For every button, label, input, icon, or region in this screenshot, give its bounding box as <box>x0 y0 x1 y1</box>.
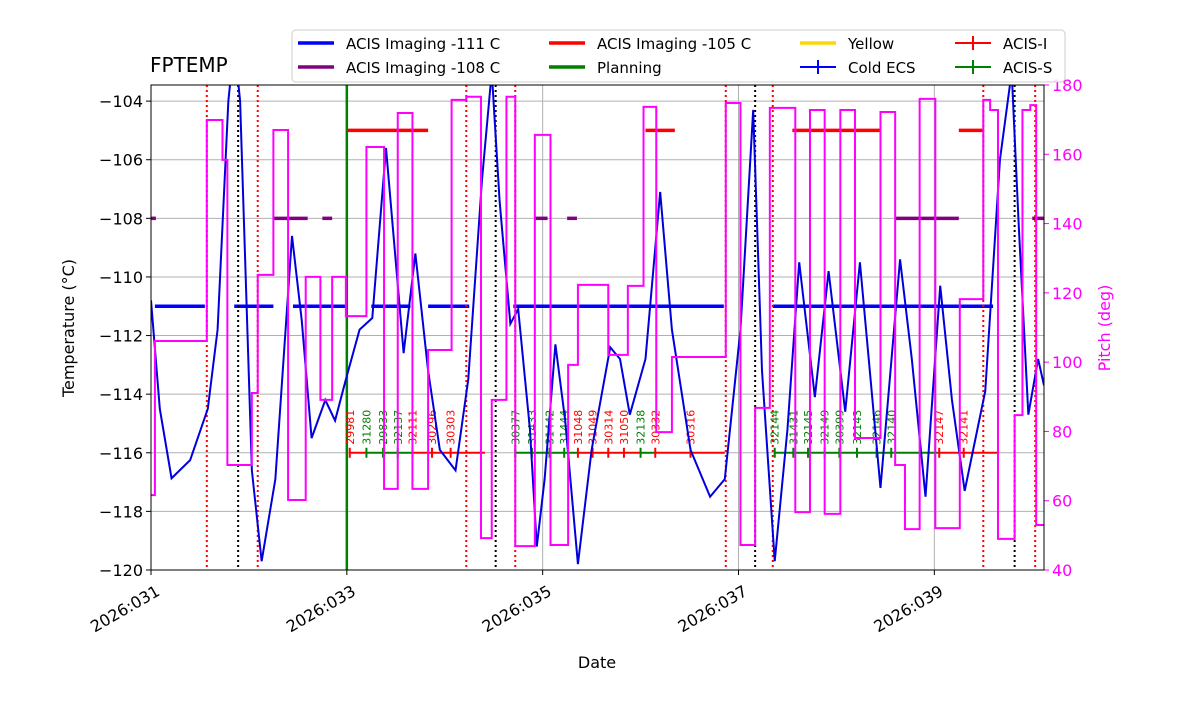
y-tick-label: −120 <box>99 561 143 580</box>
y-tick-label: −108 <box>99 209 143 228</box>
obsid-label: 31048 <box>572 410 585 445</box>
series-line <box>151 85 1044 565</box>
y2-tick-label: 160 <box>1052 145 1083 164</box>
obsid-label: 32143 <box>851 410 864 445</box>
obsid-label: 32145 <box>802 410 815 445</box>
y-tick-label: −106 <box>99 151 143 170</box>
y2-axis-label: Pitch (deg) <box>1095 285 1114 372</box>
legend-label: Planning <box>597 59 662 77</box>
chart-title: FPTEMP <box>150 53 228 77</box>
obsid-label: 30314 <box>602 410 615 445</box>
y-tick-label: −110 <box>99 268 143 287</box>
x-tick-label: 2026:033 <box>283 581 359 636</box>
y-tick-label: −112 <box>99 327 143 346</box>
series-line <box>151 95 1044 548</box>
x-tick-label: 2026:031 <box>87 581 163 636</box>
legend-label: Cold ECS <box>848 59 916 77</box>
y-tick-label: −104 <box>99 92 143 111</box>
obsid-label: 32138 <box>635 410 648 445</box>
legend-box <box>291 29 1066 83</box>
obsid-label: 32147 <box>933 410 946 445</box>
y2-tick-label: 40 <box>1052 561 1072 580</box>
y2-tick-label: 60 <box>1052 492 1072 511</box>
y-tick-label: −118 <box>99 502 143 521</box>
plot-frame <box>150 84 1045 571</box>
y2-tick-label: 140 <box>1052 215 1083 234</box>
y-axis-label: Temperature (°C) <box>59 259 78 398</box>
obsid-label: 31050 <box>618 410 631 445</box>
obsid-label: 29981 <box>344 410 357 445</box>
obsid-label: 30303 <box>445 410 458 445</box>
x-tick-label: 2026:037 <box>675 581 751 636</box>
x-axis-label: Date <box>578 653 616 672</box>
obsid-label: 31280 <box>360 410 373 445</box>
x-tick-label: 2026:039 <box>870 581 946 636</box>
y-tick-label: −116 <box>99 444 143 463</box>
x-tick-label: 2026:035 <box>479 581 555 636</box>
y-tick-label: −114 <box>99 385 143 404</box>
obsid-label: 32144 <box>769 410 782 445</box>
obsid-label: 31431 <box>787 410 800 445</box>
legend-label: ACIS Imaging -108 C <box>346 59 500 77</box>
y2-tick-label: 100 <box>1052 353 1083 372</box>
obsid-label: 32141 <box>958 410 971 445</box>
y2-tick-label: 80 <box>1052 422 1072 441</box>
legend-label: ACIS-I <box>1003 35 1047 53</box>
legend-label: ACIS-S <box>1003 59 1052 77</box>
legend-label: Yellow <box>847 35 894 53</box>
legend-label: ACIS Imaging -111 C <box>346 35 500 53</box>
legend-label: ACIS Imaging -105 C <box>597 35 751 53</box>
y2-tick-label: 120 <box>1052 284 1083 303</box>
